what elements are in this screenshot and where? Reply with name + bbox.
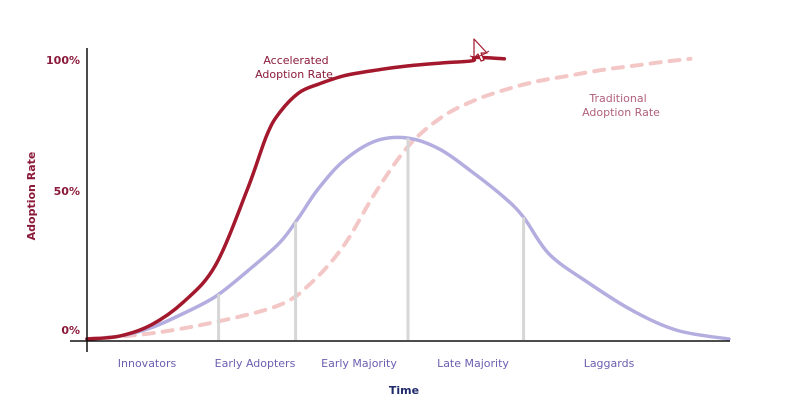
series-layer xyxy=(85,55,731,341)
x-axis-title: Time xyxy=(389,384,419,397)
accelerated-annotation-line1: Accelerated xyxy=(263,54,328,67)
traditional-annotation-line2: Adoption Rate xyxy=(582,106,660,119)
accelerated-annotation-line2: Adoption Rate xyxy=(255,68,333,81)
y-tick-label: 0% xyxy=(61,324,80,337)
cursor-icon xyxy=(469,38,490,62)
series-line-accelerated-adoption-rate xyxy=(85,55,507,341)
segment-label-late-majority: Late Majority xyxy=(437,357,509,370)
segment-dividers xyxy=(217,138,526,340)
segment-label-innovators: Innovators xyxy=(118,357,177,370)
traditional-annotation-line1: Traditional xyxy=(588,92,646,105)
y-axis-title: Adoption Rate xyxy=(25,152,38,241)
series-line-bell-curve xyxy=(85,135,731,341)
y-tick-label: 100% xyxy=(46,54,80,67)
segment-label-early-adopters: Early Adopters xyxy=(215,357,296,370)
y-tick-label: 50% xyxy=(54,185,80,198)
segment-label-early-majority: Early Majority xyxy=(321,357,397,370)
segment-label-laggards: Laggards xyxy=(584,357,635,370)
series-line-traditional-adoption-rate xyxy=(85,56,693,341)
